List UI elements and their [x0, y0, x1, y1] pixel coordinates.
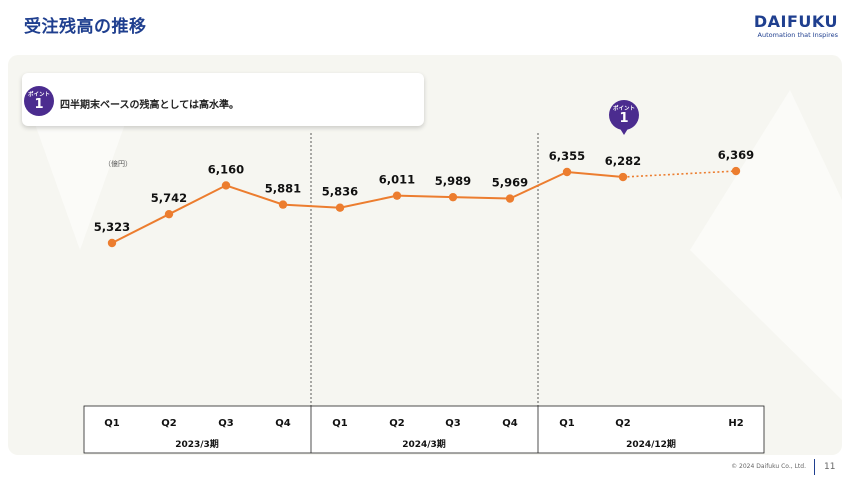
data-label: 6,355 [549, 149, 585, 163]
data-point [731, 166, 741, 176]
logo-tagline: Automation that Inspires [757, 31, 838, 39]
data-point [562, 167, 572, 177]
data-label: 5,881 [265, 182, 301, 196]
x-group-label: 2024/3期 [402, 438, 446, 450]
bg-shape-right [690, 90, 842, 400]
x-tick-label: Q3 [445, 418, 461, 429]
data-point [278, 200, 288, 209]
data-point [164, 209, 174, 219]
data-point [448, 192, 458, 202]
data-label: 6,369 [718, 148, 754, 162]
point-marker-number: 1 [619, 111, 629, 126]
x-tick-label: Q4 [275, 418, 291, 429]
data-point [107, 238, 117, 248]
logo-brand: DAIFUKU [753, 12, 838, 31]
data-point [392, 191, 402, 200]
unit-label: （億円） [104, 159, 132, 168]
point-callout-text: 四半期末ベースの残高としては高水準。 [60, 100, 239, 111]
data-point [505, 194, 515, 203]
background-decoration [30, 90, 842, 400]
point-badge-number: 1 [34, 97, 44, 112]
series-line [111, 170, 624, 244]
point-marker-badge: ポイント 1 [609, 100, 639, 130]
footer-copyright: © 2024 Daifuku Co., Ltd. [731, 463, 806, 470]
x-group-label: 2023/3期 [175, 438, 219, 450]
page-title: 受注残高の推移 [24, 17, 147, 37]
x-tick-label: Q4 [502, 418, 518, 429]
x-tick-label: Q2 [615, 418, 631, 429]
footer-divider [814, 459, 815, 475]
data-label: 5,323 [94, 220, 130, 234]
point-marker-label: ポイント [612, 106, 635, 112]
x-tick-label: Q2 [161, 418, 177, 429]
data-point [335, 203, 345, 212]
x-tick-label: Q1 [104, 418, 120, 429]
x-tick-label: Q2 [389, 418, 405, 429]
data-label: 6,011 [379, 173, 415, 187]
x-tick-label: H2 [728, 418, 743, 429]
point-marker-pointer [619, 127, 629, 135]
data-point [618, 172, 628, 182]
data-label: 6,160 [208, 162, 244, 176]
page-number: 11 [824, 462, 836, 472]
point-badge-label: ポイント [27, 92, 50, 98]
x-tick-label: Q3 [218, 418, 234, 429]
data-label: 5,836 [322, 185, 358, 199]
x-group-label: 2024/12期 [626, 438, 676, 450]
bg-triangle-left [30, 110, 130, 250]
data-label: 5,989 [435, 174, 471, 188]
company-logo: DAIFUKU Automation that Inspires [754, 12, 838, 39]
data-point [221, 181, 231, 190]
data-label: 5,742 [151, 191, 187, 205]
point-callout [22, 73, 424, 126]
point-badge: ポイント 1 [24, 86, 54, 116]
data-label: 5,969 [492, 176, 528, 190]
x-tick-label: Q1 [559, 418, 575, 429]
x-tick-label: Q1 [332, 418, 348, 429]
data-label: 6,282 [605, 154, 641, 168]
axis-table [83, 405, 765, 454]
series-line-forecast [622, 170, 737, 178]
